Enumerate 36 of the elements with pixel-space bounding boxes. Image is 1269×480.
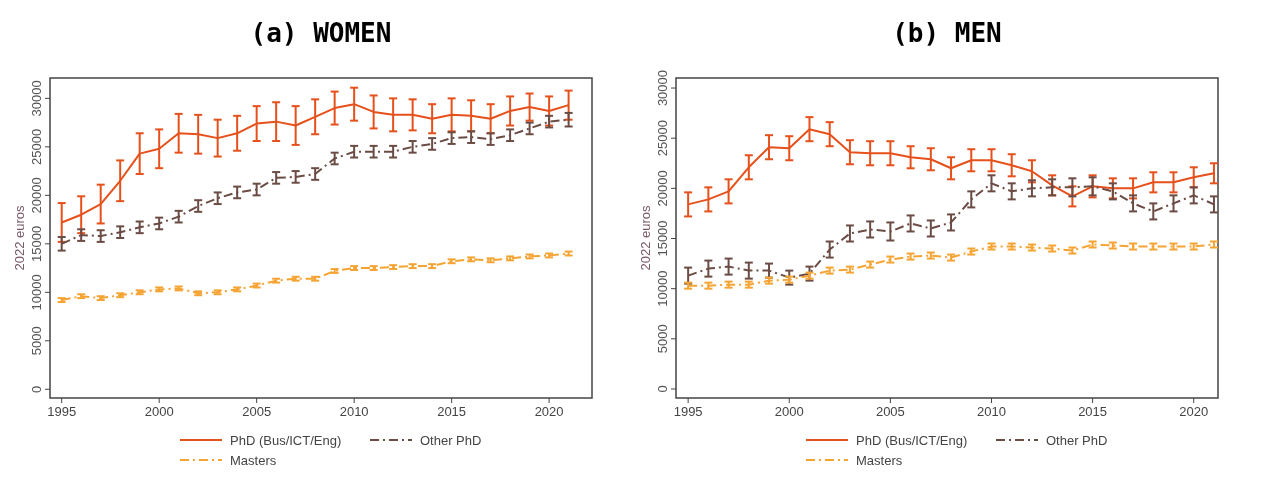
legend-label: Other PhD xyxy=(420,433,482,448)
chart-title: (a) WOMEN xyxy=(250,18,392,48)
y-tick-label: 0 xyxy=(655,385,670,393)
x-tick-label: 2020 xyxy=(534,404,564,419)
y-tick-label: 20000 xyxy=(655,170,670,207)
x-tick-label: 2010 xyxy=(339,404,369,419)
legend-label: PhD (Bus/ICT/Eng) xyxy=(856,433,968,448)
y-tick-label: 30000 xyxy=(655,69,670,107)
legend-label: Other PhD xyxy=(1046,433,1108,448)
y-tick-label: 5000 xyxy=(29,326,44,356)
y-tick-label: 30000 xyxy=(29,80,44,117)
legend-label: Masters xyxy=(230,453,277,468)
x-tick-label: 2000 xyxy=(144,404,174,419)
x-tick-label: 2010 xyxy=(977,404,1006,419)
x-tick-label: 2015 xyxy=(437,404,467,419)
x-tick-label: 2000 xyxy=(774,404,804,419)
y-tick-label: 5000 xyxy=(655,324,670,354)
x-tick-label: 2020 xyxy=(1179,404,1209,419)
x-tick-label: 1995 xyxy=(47,404,77,419)
y-tick-label: 10000 xyxy=(29,274,44,311)
legend-label: Masters xyxy=(856,453,903,468)
x-tick-label: 1995 xyxy=(673,404,703,419)
x-tick-label: 2005 xyxy=(875,404,905,419)
y-tick-label: 0 xyxy=(29,385,44,393)
y-tick-label: 15000 xyxy=(655,220,670,257)
chart-title: (b) MEN xyxy=(892,18,1002,48)
y-axis-title: 2022 euros xyxy=(638,204,653,271)
y-tick-label: 15000 xyxy=(29,225,44,262)
x-tick-label: 2015 xyxy=(1078,404,1108,419)
legend-label: PhD (Bus/ICT/Eng) xyxy=(230,433,342,448)
y-tick-label: 25000 xyxy=(655,120,670,157)
y-tick-label: 20000 xyxy=(29,177,44,214)
y-tick-label: 10000 xyxy=(655,270,670,307)
y-tick-label: 25000 xyxy=(29,128,44,165)
x-tick-label: 2005 xyxy=(242,404,272,419)
y-axis-title: 2022 euros xyxy=(12,204,27,271)
